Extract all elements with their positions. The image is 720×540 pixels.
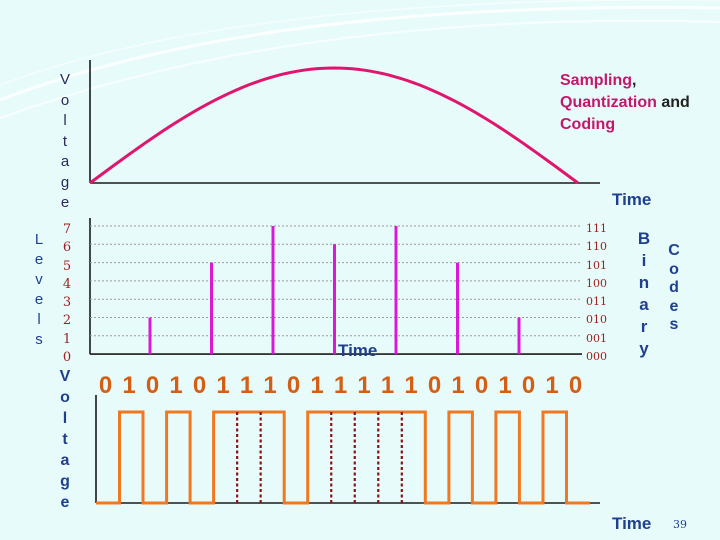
codes-label: C o d e s [664,242,684,335]
level-number: 0 [62,350,72,366]
voltage-letter: a [60,452,70,469]
level-number: 5 [62,258,72,274]
time-label-middle: Time [338,341,378,360]
voltage-letter: l [63,112,67,129]
levels-letter: L [34,231,44,248]
level-number: 4 [62,276,72,292]
page-number: 39 [673,518,687,531]
binary-code: 000 [586,350,607,364]
voltage-letter: g [60,173,70,191]
title-and: and [661,94,690,111]
bit-label: 0 [286,372,301,399]
bit-label: 1 [239,372,254,399]
bit-label: 0 [568,372,583,399]
bit-label: 1 [216,372,231,399]
levels-letter: s [35,331,43,348]
binary-letter: B [637,229,651,248]
binary-code: 110 [586,240,607,254]
codes-letter: s [669,316,679,333]
voltage-letter: a [60,153,70,170]
binary-code: 011 [586,295,607,309]
binary-letter: n [638,273,650,292]
voltage-label-top: V o l t a g e [55,70,75,214]
bit-label: 1 [451,372,466,399]
voltage-letter: l [62,410,68,427]
time-label-bottom: Time [612,514,652,533]
binary-square-wave [96,410,590,505]
binary-code: 100 [586,276,607,290]
bit-label: 0 [192,372,207,399]
levels-letter: e [34,291,44,308]
binary-code: 010 [586,313,607,327]
voltage-letter: o [60,389,70,406]
bit-label: 1 [498,372,513,399]
slide-title: Sampling, Quantization and Coding [560,70,690,136]
bit-label: 1 [333,372,348,399]
voltage-label-bottom: V o l t a g e [55,366,75,513]
binary-code: 101 [586,258,607,272]
level-number: 7 [62,222,72,237]
voltage-letter: o [60,91,70,109]
bit-label: 1 [263,372,278,399]
binary-code: 001 [586,331,607,345]
level-number: 6 [62,240,72,256]
codes-letter: e [669,297,679,315]
voltage-letter: t [62,431,68,448]
codes-letter: d [669,279,679,296]
level-number: 2 [62,313,72,329]
bit-label: 1 [122,372,137,399]
bit-label: 1 [310,372,325,399]
levels-letter: e [34,251,44,268]
title-sampling: Sampling [560,72,633,89]
analog-signal-curve [89,66,579,185]
voltage-letter: t [62,132,68,150]
title-comma: , [632,72,637,89]
bit-label: 1 [545,372,560,399]
voltage-letter: V [59,71,70,88]
voltage-letter: e [60,194,70,211]
title-coding: Coding [560,116,616,133]
levels-label: L e v e l s [30,230,48,350]
bit-label: 1 [357,372,372,399]
time-label-top: Time [612,190,652,209]
binary-letter: i [641,251,647,270]
voltage-letter: V [59,368,71,385]
voltage-letter: g [60,473,70,490]
binary-letter: r [640,317,648,336]
bit-label: 0 [427,372,442,399]
binary-code-list: 111 110 101 100 011 010 001 000 [586,220,626,366]
level-numbers: 7 6 5 4 3 2 1 0 [56,221,78,367]
binary-label: B i n a r y [634,228,654,360]
bit-label: 0 [474,372,489,399]
binary-letter: y [639,339,649,358]
codes-letter: C [668,242,680,259]
bit-label: 1 [404,372,419,399]
levels-letter: l [37,311,41,328]
levels-letter: v [35,271,43,288]
level-number: 1 [62,331,72,347]
title-quantization: Quantization [560,94,657,111]
bit-label: 0 [98,372,113,399]
binary-letter: a [639,295,649,314]
bit-label: 1 [380,372,395,399]
bit-label: 1 [169,372,184,399]
bit-label: 0 [145,372,160,399]
level-number: 3 [62,295,72,311]
binary-code: 111 [586,222,607,235]
voltage-letter: e [60,494,70,511]
bit-label: 0 [521,372,536,399]
codes-letter: o [669,260,679,278]
